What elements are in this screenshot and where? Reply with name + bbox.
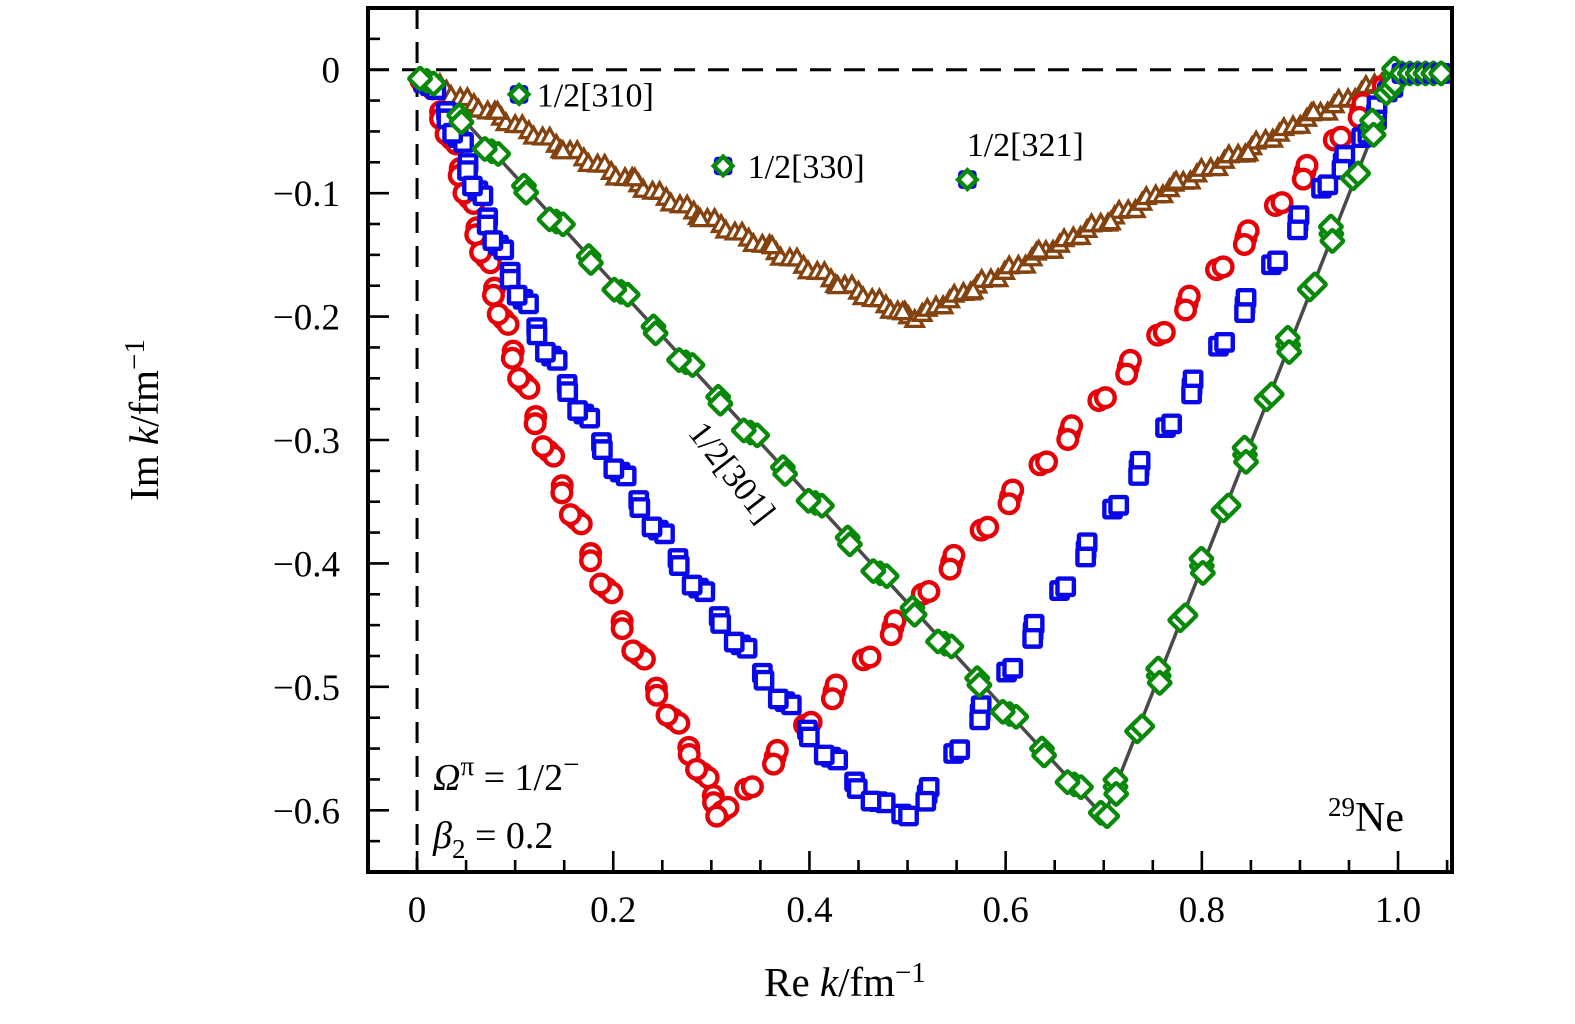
annotation-omega-parity: Ωπ = 1/2− bbox=[433, 749, 579, 799]
x-tick-label: 0 bbox=[408, 890, 427, 931]
state-label-1-2-310: 1/2[310] bbox=[537, 77, 654, 114]
y-tick-label: 0 bbox=[322, 51, 341, 92]
annotation-beta2: β2 = 0.2 bbox=[432, 815, 553, 864]
x-axis-label: Re k/fm−1 bbox=[764, 957, 926, 1005]
series-squares bbox=[413, 72, 1404, 827]
x-tick-label: 0.4 bbox=[786, 890, 832, 931]
y-tick-label: −0.6 bbox=[273, 791, 340, 832]
x-tick-label: 0.8 bbox=[1179, 890, 1225, 931]
y-tick-label: −0.5 bbox=[273, 668, 340, 709]
state-label-1-2-321: 1/2[321] bbox=[967, 127, 1084, 164]
real-axis-tail-markers bbox=[1389, 60, 1455, 87]
series-diamonds bbox=[407, 55, 1408, 830]
series-triangles bbox=[414, 59, 1403, 329]
y-tick-label: −0.1 bbox=[273, 174, 340, 215]
bound-state-markers bbox=[506, 81, 980, 193]
x-tick-label: 0.2 bbox=[590, 890, 636, 931]
y-tick-label: −0.3 bbox=[273, 421, 340, 462]
axis-ticks: 0 0.2 0.4 0.6 0.8 1.0 0 −0.1 −0.2 −0.3 −0.4 −0.5 −0.… bbox=[273, 37, 1449, 931]
y-tick-label: −0.2 bbox=[273, 298, 340, 339]
annotation-nucleus: 29Ne bbox=[1328, 792, 1404, 841]
x-tick-label: 1.0 bbox=[1375, 890, 1421, 931]
x-tick-label: 0.6 bbox=[983, 890, 1029, 931]
y-tick-label: −0.4 bbox=[273, 544, 340, 585]
state-label-1-2-330: 1/2[330] bbox=[748, 149, 865, 186]
trajectory-markers bbox=[407, 55, 1455, 830]
y-axis-label: Im k/fm−1 bbox=[119, 339, 167, 501]
